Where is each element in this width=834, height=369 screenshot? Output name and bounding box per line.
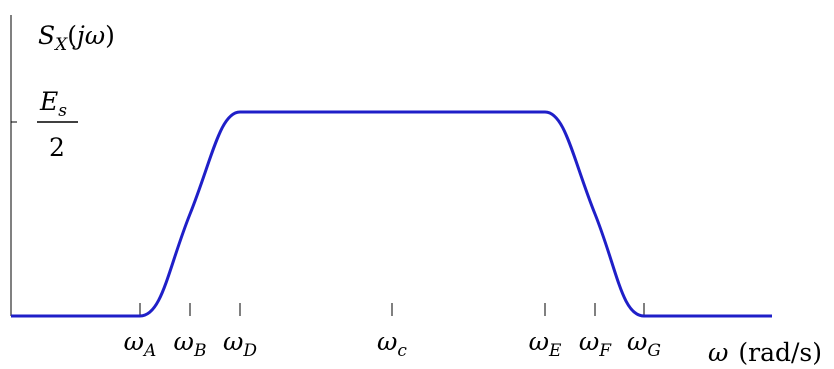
y-tick-numerator-sub: s xyxy=(58,101,67,121)
x-tick-label-5: ωF xyxy=(579,327,612,361)
y-tick-numerator-e: E xyxy=(39,87,58,116)
x-tick-label-subscript: B xyxy=(193,341,207,361)
y-axis-label: SX(jω) xyxy=(38,21,115,55)
x-tick-label-symbol: ω xyxy=(627,327,647,356)
x-tick-label-6: ωG xyxy=(627,327,661,361)
y-tick-label: Es 2 xyxy=(37,87,78,162)
x-tick-label-subscript: E xyxy=(548,341,562,361)
x-tick-label-0: ωA xyxy=(124,327,157,361)
y-label-s: S xyxy=(38,21,55,50)
x-tick-label-symbol: ω xyxy=(579,327,599,356)
y-label-jw: jω xyxy=(72,21,105,50)
svg-text:SX(jω): SX(jω) xyxy=(38,21,115,55)
svg-text:Es: Es xyxy=(39,87,67,121)
x-tick-label-2: ωD xyxy=(223,327,257,361)
x-tick-label-symbol: ω xyxy=(529,327,549,356)
x-tick-label-1: ωB xyxy=(174,327,207,361)
x-ticks xyxy=(139,303,645,316)
y-tick-denominator: 2 xyxy=(49,133,65,162)
x-tick-label-symbol: ω xyxy=(223,327,243,356)
x-tick-label-symbol: ω xyxy=(377,327,397,356)
svg-text:ω(rad/s): ω (rad/s) xyxy=(708,338,822,367)
x-tick-label-subscript: c xyxy=(397,341,407,361)
psd-curve xyxy=(11,110,772,318)
x-tick-label-subscript: F xyxy=(598,341,612,361)
y-label-sub-x: X xyxy=(53,35,68,55)
x-tick-label-3: ωc xyxy=(377,327,407,361)
x-tick-label-subscript: A xyxy=(142,341,156,361)
x-tick-label-symbol: ω xyxy=(174,327,194,356)
x-label-omega: ω xyxy=(708,338,728,367)
x-tick-labels: ωA ωB ωD ωc ωE ωF ωG xyxy=(124,327,661,361)
x-axis-label: ω (rad/s) xyxy=(708,338,822,367)
x-tick-label-4: ωE xyxy=(529,327,562,361)
x-tick-label-subscript: G xyxy=(647,341,661,361)
x-label-units: (rad/s) xyxy=(738,338,822,367)
y-label-paren-close: ) xyxy=(105,21,115,50)
y-label-paren-open: ( xyxy=(67,21,77,50)
x-tick-label-subscript: D xyxy=(242,341,257,361)
x-tick-label-symbol: ω xyxy=(124,327,144,356)
